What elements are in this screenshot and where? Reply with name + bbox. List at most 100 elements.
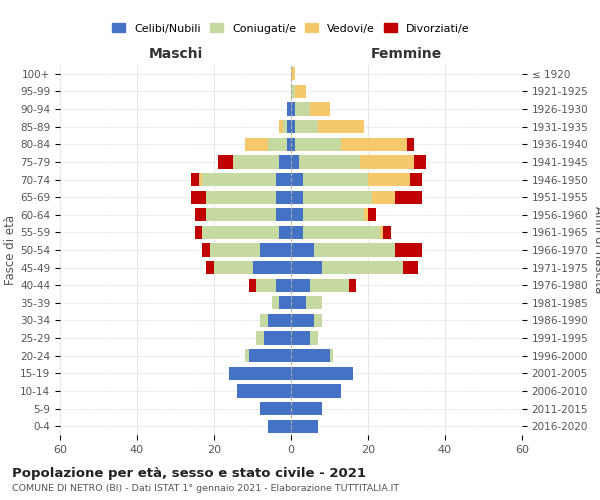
Bar xyxy=(291,67,295,80)
Bar xyxy=(310,102,329,116)
Bar xyxy=(229,366,291,380)
Bar xyxy=(199,173,202,186)
Bar xyxy=(260,244,291,256)
Text: Maschi: Maschi xyxy=(148,48,203,62)
Bar xyxy=(287,120,291,134)
Bar xyxy=(291,156,299,168)
Bar xyxy=(275,190,291,204)
Bar xyxy=(280,156,291,168)
Bar xyxy=(372,190,395,204)
Bar xyxy=(272,296,280,310)
Bar xyxy=(295,102,310,116)
Bar xyxy=(368,208,376,222)
Bar xyxy=(287,102,291,116)
Bar xyxy=(410,173,422,186)
Bar xyxy=(237,384,291,398)
Legend: Celibi/Nubili, Coniugati/e, Vedovi/e, Divorziati/e: Celibi/Nubili, Coniugati/e, Vedovi/e, Di… xyxy=(108,19,474,38)
Bar xyxy=(280,226,291,239)
Bar xyxy=(341,138,407,151)
Bar xyxy=(295,85,307,98)
Bar xyxy=(291,226,302,239)
Bar xyxy=(287,138,291,151)
Bar xyxy=(291,332,310,344)
Bar xyxy=(291,138,295,151)
Bar xyxy=(291,366,353,380)
Bar xyxy=(302,226,380,239)
Bar xyxy=(291,278,310,292)
Bar xyxy=(322,261,403,274)
Bar xyxy=(295,120,318,134)
Bar xyxy=(253,261,291,274)
Bar xyxy=(256,332,264,344)
Bar xyxy=(210,244,260,256)
Bar xyxy=(256,278,275,292)
Bar xyxy=(364,208,368,222)
Bar xyxy=(368,173,410,186)
Bar xyxy=(280,296,291,310)
Bar xyxy=(275,278,291,292)
Bar xyxy=(248,278,256,292)
Bar xyxy=(206,190,275,204)
Bar xyxy=(291,296,307,310)
Bar xyxy=(275,173,291,186)
Bar xyxy=(233,156,280,168)
Bar xyxy=(291,173,302,186)
Bar xyxy=(218,156,233,168)
Bar xyxy=(295,138,341,151)
Bar xyxy=(248,349,291,362)
Bar xyxy=(302,173,368,186)
Bar xyxy=(291,314,314,327)
Bar xyxy=(291,208,302,222)
Bar xyxy=(329,349,334,362)
Bar xyxy=(307,296,322,310)
Bar xyxy=(395,244,422,256)
Bar xyxy=(360,156,414,168)
Bar xyxy=(291,349,329,362)
Bar xyxy=(206,208,275,222)
Bar xyxy=(380,226,383,239)
Bar xyxy=(291,120,295,134)
Bar xyxy=(310,278,349,292)
Bar xyxy=(260,402,291,415)
Bar xyxy=(299,156,360,168)
Y-axis label: Fasce di età: Fasce di età xyxy=(4,215,17,285)
Bar xyxy=(214,261,253,274)
Bar xyxy=(407,138,414,151)
Bar xyxy=(395,190,422,204)
Bar xyxy=(195,208,206,222)
Bar xyxy=(202,244,210,256)
Bar xyxy=(314,244,395,256)
Bar xyxy=(302,190,372,204)
Y-axis label: Anni di nascita: Anni di nascita xyxy=(592,206,600,294)
Bar xyxy=(291,420,318,433)
Bar xyxy=(291,384,341,398)
Bar xyxy=(310,332,318,344)
Bar xyxy=(268,138,287,151)
Bar xyxy=(291,261,322,274)
Bar xyxy=(245,138,268,151)
Bar xyxy=(202,173,275,186)
Bar xyxy=(291,402,322,415)
Bar xyxy=(202,226,280,239)
Bar xyxy=(268,420,291,433)
Bar xyxy=(268,314,291,327)
Bar xyxy=(403,261,418,274)
Bar xyxy=(291,102,295,116)
Bar xyxy=(302,208,364,222)
Bar xyxy=(191,190,206,204)
Bar xyxy=(275,208,291,222)
Bar xyxy=(291,190,302,204)
Text: Femmine: Femmine xyxy=(371,48,442,62)
Text: COMUNE DI NETRO (BI) - Dati ISTAT 1° gennaio 2021 - Elaborazione TUTTITALIA.IT: COMUNE DI NETRO (BI) - Dati ISTAT 1° gen… xyxy=(12,484,399,493)
Bar xyxy=(191,173,199,186)
Bar xyxy=(318,120,364,134)
Bar xyxy=(245,349,248,362)
Bar xyxy=(206,261,214,274)
Bar xyxy=(291,244,314,256)
Text: Popolazione per età, sesso e stato civile - 2021: Popolazione per età, sesso e stato civil… xyxy=(12,466,366,479)
Bar xyxy=(264,332,291,344)
Bar xyxy=(349,278,356,292)
Bar xyxy=(260,314,268,327)
Bar xyxy=(280,120,283,134)
Bar xyxy=(383,226,391,239)
